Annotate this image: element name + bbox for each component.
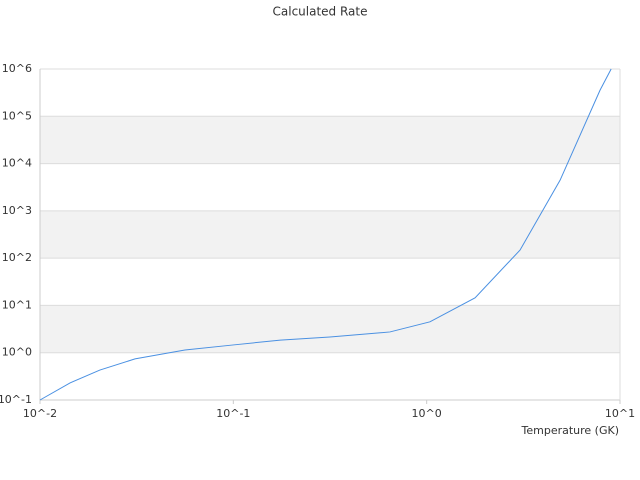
grid-band — [40, 210, 620, 259]
y-tick-label: 10^-1 — [0, 393, 32, 406]
y-tick-label: 10^3 — [2, 204, 32, 217]
x-tick-label: 10^-1 — [216, 407, 250, 420]
grid-band — [40, 305, 620, 353]
x-axis-label: Temperature (GK) — [521, 424, 620, 437]
x-tick-label: 10^1 — [605, 407, 635, 420]
x-tick-label: 10^0 — [412, 407, 442, 420]
grid-band — [40, 116, 620, 164]
x-tick-label: 10^-2 — [23, 407, 57, 420]
y-tick-label: 10^6 — [2, 62, 32, 75]
y-tick-label: 10^4 — [2, 157, 32, 170]
y-tick-label: 10^5 — [2, 109, 32, 122]
y-tick-label: 10^0 — [2, 346, 32, 359]
line — [39, 68, 612, 401]
y-tick-label: 10^1 — [2, 298, 32, 311]
y-tick-label: 10^2 — [2, 251, 32, 264]
chart-title: Calculated Rate — [273, 5, 368, 19]
